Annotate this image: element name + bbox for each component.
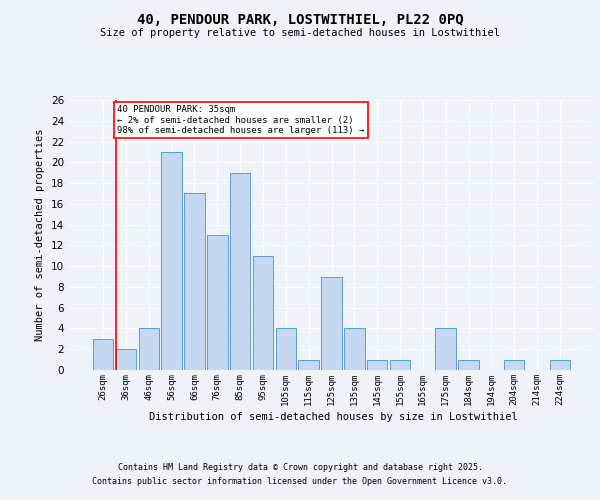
Bar bbox=[253, 256, 273, 370]
Bar bbox=[230, 172, 250, 370]
Bar bbox=[298, 360, 319, 370]
Bar bbox=[116, 349, 136, 370]
Bar bbox=[207, 235, 227, 370]
Text: Distribution of semi-detached houses by size in Lostwithiel: Distribution of semi-detached houses by … bbox=[149, 412, 517, 422]
Text: Size of property relative to semi-detached houses in Lostwithiel: Size of property relative to semi-detach… bbox=[100, 28, 500, 38]
Bar bbox=[184, 194, 205, 370]
Bar bbox=[550, 360, 570, 370]
Text: Contains HM Land Registry data © Crown copyright and database right 2025.: Contains HM Land Registry data © Crown c… bbox=[118, 464, 482, 472]
Text: 40 PENDOUR PARK: 35sqm
← 2% of semi-detached houses are smaller (2)
98% of semi-: 40 PENDOUR PARK: 35sqm ← 2% of semi-deta… bbox=[117, 105, 365, 135]
Y-axis label: Number of semi-detached properties: Number of semi-detached properties bbox=[35, 128, 46, 341]
Text: Contains public sector information licensed under the Open Government Licence v3: Contains public sector information licen… bbox=[92, 477, 508, 486]
Text: 40, PENDOUR PARK, LOSTWITHIEL, PL22 0PQ: 40, PENDOUR PARK, LOSTWITHIEL, PL22 0PQ bbox=[137, 12, 463, 26]
Bar bbox=[436, 328, 456, 370]
Bar bbox=[390, 360, 410, 370]
Bar bbox=[161, 152, 182, 370]
Bar bbox=[93, 339, 113, 370]
Bar bbox=[367, 360, 388, 370]
Bar bbox=[321, 276, 342, 370]
Bar bbox=[504, 360, 524, 370]
Bar bbox=[139, 328, 159, 370]
Bar bbox=[275, 328, 296, 370]
Bar bbox=[458, 360, 479, 370]
Bar bbox=[344, 328, 365, 370]
